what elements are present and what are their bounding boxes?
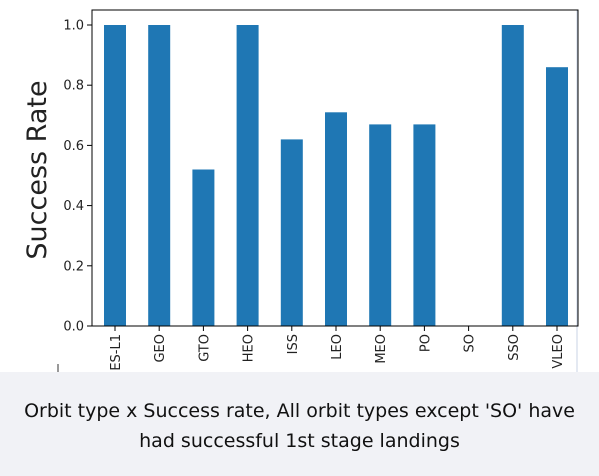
- x-tick-label: ISS: [286, 334, 301, 354]
- y-tick-label: 0.0: [63, 320, 84, 335]
- bar-heo: [236, 25, 259, 326]
- y-axis-label: Success Rate: [22, 80, 53, 259]
- bar-gto: [192, 169, 215, 326]
- x-tick-label: SSO: [507, 334, 522, 361]
- bar-meo: [369, 124, 392, 327]
- caption-panel: Orbit type x Success rate, All orbit typ…: [0, 372, 599, 476]
- bar-po: [413, 124, 436, 327]
- bar-vleo: [546, 67, 568, 326]
- bar-es-l1: [104, 25, 126, 326]
- bar-leo: [325, 112, 347, 326]
- y-tick-label: 0.6: [63, 139, 84, 154]
- x-tick-label: GTO: [197, 334, 212, 362]
- y-tick-label: 0.8: [63, 79, 84, 94]
- plot-frame: [91, 9, 579, 327]
- y-tick-label: 0.2: [63, 259, 84, 274]
- y-ticks-group: 0.0 0.2 0.4 0.6 0.8 1.0: [63, 19, 92, 335]
- x-ticks-group: ES-L1 GEO GTO HEO ISS LEO MEO PO SO SSO VLEO: [109, 326, 566, 371]
- x-tick-label: HEO: [242, 334, 257, 362]
- chart-area: 0.0 0.2 0.4 0.6 0.8 1.0 ES-L1 GEO GTO HEO ISS LEO M…: [22, 9, 579, 372]
- bar-geo: [148, 25, 171, 326]
- x-tick-label: ES-L1: [109, 334, 124, 371]
- bars-group: [104, 25, 568, 327]
- x-tick-label: LEO: [330, 334, 345, 360]
- x-tick-label: VLEO: [551, 334, 566, 369]
- y-tick-label: 1.0: [63, 19, 84, 34]
- caption-text: Orbit type x Success rate, All orbit typ…: [24, 400, 575, 452]
- x-tick-label: GEO: [153, 334, 168, 363]
- bar-iss: [280, 139, 303, 326]
- x-tick-label: PO: [418, 334, 433, 352]
- y-tick-label: 0.4: [63, 199, 84, 214]
- x-tick-label: MEO: [374, 334, 389, 364]
- bar-sso: [501, 25, 524, 326]
- success-rate-bar-chart: 0.0 0.2 0.4 0.6 0.8 1.0 ES-L1 GEO GTO HEO ISS LEO M…: [22, 9, 579, 372]
- x-tick-label: SO: [463, 334, 478, 352]
